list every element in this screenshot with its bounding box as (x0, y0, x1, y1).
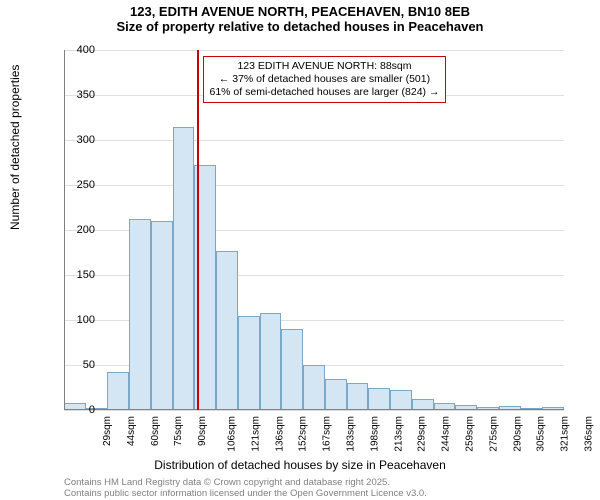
histogram-bar (238, 316, 260, 411)
x-tick-label: 259sqm (465, 416, 476, 452)
grid-line (64, 140, 564, 141)
y-tick-label: 200 (55, 224, 95, 236)
footer-line-1: Contains HM Land Registry data © Crown c… (64, 477, 390, 488)
x-tick-label: 290sqm (512, 416, 523, 452)
grid-line (64, 185, 564, 186)
x-tick-label: 198sqm (369, 416, 380, 452)
annotation-line-3: 61% of semi-detached houses are larger (… (210, 86, 440, 99)
histogram-bar (347, 383, 369, 410)
x-tick-label: 152sqm (298, 416, 309, 452)
y-tick-label: 350 (55, 89, 95, 101)
y-tick-label: 250 (55, 179, 95, 191)
y-tick-label: 0 (55, 404, 95, 416)
x-tick-label: 336sqm (584, 416, 595, 452)
x-tick-label: 121sqm (250, 416, 261, 452)
annotation-line-2: ← 37% of detached houses are smaller (50… (210, 73, 440, 86)
x-tick-label: 29sqm (102, 416, 113, 446)
annotation-line-1: 123 EDITH AVENUE NORTH: 88sqm (210, 60, 440, 73)
x-tick-label: 305sqm (536, 416, 547, 452)
histogram-bar (173, 127, 195, 411)
histogram-bar (151, 221, 173, 410)
y-tick-label: 50 (55, 359, 95, 371)
histogram-bar (216, 251, 238, 410)
x-tick-label: 167sqm (322, 416, 333, 452)
x-tick-label: 75sqm (173, 416, 184, 446)
y-tick-label: 400 (55, 44, 95, 56)
x-axis-title: Distribution of detached houses by size … (0, 458, 600, 472)
x-tick-label: 90sqm (197, 416, 208, 446)
histogram-chart: 123, EDITH AVENUE NORTH, PEACEHAVEN, BN1… (0, 0, 600, 500)
grid-line (64, 50, 564, 51)
y-axis-title: Number of detached properties (8, 65, 22, 230)
histogram-bar (368, 388, 390, 410)
histogram-bar (390, 390, 412, 410)
x-tick-label: 213sqm (393, 416, 404, 452)
y-tick-label: 150 (55, 269, 95, 281)
histogram-bar (281, 329, 303, 410)
x-tick-label: 44sqm (126, 416, 137, 446)
x-tick-label: 275sqm (488, 416, 499, 452)
plot-area: 123 EDITH AVENUE NORTH: 88sqm ← 37% of d… (64, 50, 564, 410)
x-tick-label: 136sqm (274, 416, 285, 452)
grid-line (64, 410, 564, 411)
title-line-1: 123, EDITH AVENUE NORTH, PEACEHAVEN, BN1… (0, 4, 600, 19)
x-tick-label: 229sqm (417, 416, 428, 452)
histogram-bar (325, 379, 347, 411)
chart-title: 123, EDITH AVENUE NORTH, PEACEHAVEN, BN1… (0, 0, 600, 34)
footer-line-2: Contains public sector information licen… (64, 488, 427, 499)
x-axis-line (64, 409, 564, 410)
x-tick-label: 106sqm (227, 416, 238, 452)
x-tick-label: 183sqm (346, 416, 357, 452)
y-tick-label: 100 (55, 314, 95, 326)
histogram-bar (303, 365, 325, 410)
y-tick-label: 300 (55, 134, 95, 146)
x-tick-label: 244sqm (441, 416, 452, 452)
x-tick-label: 321sqm (560, 416, 571, 452)
histogram-bar (129, 219, 151, 410)
marker-line (197, 50, 199, 410)
title-line-2: Size of property relative to detached ho… (0, 19, 600, 34)
x-tick-label: 60sqm (150, 416, 161, 446)
annotation-box: 123 EDITH AVENUE NORTH: 88sqm ← 37% of d… (203, 56, 447, 103)
histogram-bar (260, 313, 282, 410)
histogram-bar (107, 372, 129, 410)
